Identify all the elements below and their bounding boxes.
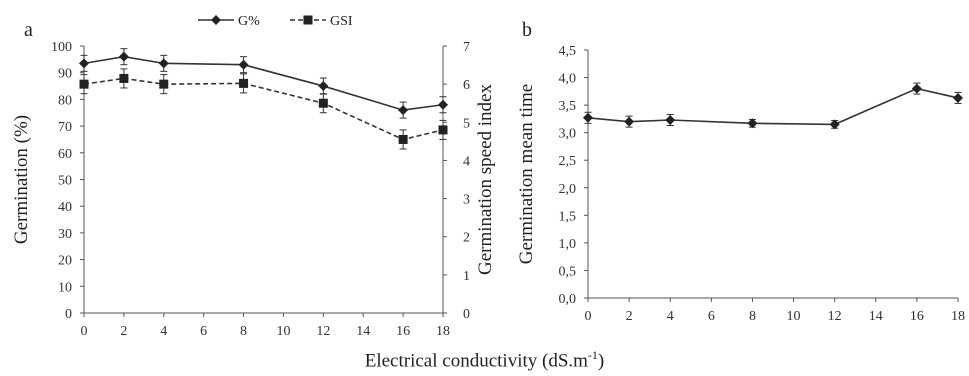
y-tick-label: 50	[58, 174, 72, 189]
data-point-series0	[911, 83, 922, 94]
x-tick-label: 10	[276, 324, 290, 339]
data-point-g	[398, 105, 409, 116]
y-tick-label: 90	[58, 67, 72, 82]
data-point-gsi	[398, 134, 408, 144]
y-tick-label: 3,5	[559, 99, 577, 114]
data-point-series0	[829, 119, 840, 130]
y-tick-label: 0,5	[559, 264, 577, 279]
data-point-series0	[747, 118, 758, 129]
y-tick-label: 0,0	[559, 292, 577, 307]
data-point-gsi	[119, 73, 129, 83]
x-tick-label: 14	[356, 324, 370, 339]
data-point-gsi	[79, 79, 89, 89]
y-tick-label: 4,0	[559, 72, 577, 87]
x-tick-label: 14	[869, 309, 883, 324]
x-tick-label: 8	[749, 309, 756, 324]
y-axis-label: Germination mean time	[516, 84, 537, 264]
data-point-g	[438, 99, 448, 110]
y2-tick-label: 3	[463, 193, 470, 208]
data-point-gsi	[318, 98, 328, 108]
y-tick-label: 60	[58, 147, 72, 162]
series-line-g	[83, 55, 444, 111]
x-axis-label-main: Electrical conductivity (dS.m	[364, 350, 588, 372]
y-tick-label: 100	[51, 40, 72, 55]
legend-marker-g	[211, 15, 221, 25]
x-tick-label: 12	[316, 324, 330, 339]
legend-label-g: G%	[238, 14, 260, 29]
x-tick-label: 0	[585, 309, 592, 324]
x-axis-label-end: )	[597, 350, 605, 372]
y2-tick-label: 1	[463, 269, 470, 284]
y-tick-label: 4,5	[559, 44, 577, 59]
x-tick-label: 16	[396, 324, 410, 339]
y-tick-label: 2,0	[559, 182, 577, 197]
x-tick-label: 4	[667, 309, 674, 324]
y-axis-label: Germination (%)	[11, 115, 32, 244]
panel-label: a	[24, 19, 33, 41]
y-tick-label: 0	[65, 307, 72, 322]
y-tick-label: 30	[58, 227, 72, 242]
panel-label: b	[522, 19, 532, 41]
data-point-gsi	[239, 78, 249, 88]
x-axis-label: Electrical conductivity (dS.m-1)	[0, 348, 969, 372]
x-tick-label: 0	[81, 324, 88, 339]
series-line-gsi	[83, 77, 444, 141]
x-axis-label-superscript: -1	[587, 348, 598, 362]
y-tick-label: 1,5	[559, 209, 577, 224]
y-tick-label: 1,0	[559, 237, 577, 252]
series-line-series0	[587, 87, 959, 126]
y-tick-label: 3,0	[559, 127, 577, 142]
data-point-g	[238, 59, 249, 70]
data-point-gsi	[159, 79, 169, 89]
x-tick-label: 12	[828, 309, 842, 324]
x-tick-label: 2	[626, 309, 633, 324]
y-tick-label: 2,5	[559, 154, 577, 169]
y2-tick-label: 2	[463, 231, 470, 246]
x-tick-label: 6	[200, 324, 207, 339]
y2-tick-label: 7	[463, 40, 470, 55]
x-tick-label: 2	[120, 324, 127, 339]
data-point-g	[79, 58, 89, 69]
data-point-series0	[665, 114, 676, 125]
y2-axis-label: Germination speed index	[475, 84, 496, 276]
y2-tick-label: 4	[463, 154, 470, 169]
x-tick-label: 6	[708, 309, 715, 324]
y2-tick-label: 5	[463, 116, 470, 131]
x-tick-label: 10	[787, 309, 801, 324]
data-point-series0	[953, 92, 963, 103]
y-tick-label: 80	[58, 93, 72, 108]
y-tick-label: 10	[58, 280, 72, 295]
y-tick-label: 20	[58, 254, 72, 269]
data-point-g	[318, 81, 329, 92]
y2-tick-label: 0	[463, 307, 470, 322]
x-tick-label: 18	[436, 324, 450, 339]
x-tick-label: 8	[240, 324, 247, 339]
x-tick-label: 16	[910, 309, 924, 324]
legend-marker-gsi	[303, 15, 313, 25]
y-tick-label: 70	[58, 120, 72, 135]
data-point-series0	[583, 112, 593, 123]
data-point-series0	[624, 116, 635, 127]
data-point-gsi	[438, 125, 448, 135]
x-tick-label: 18	[951, 309, 965, 324]
y-tick-label: 40	[58, 200, 72, 215]
data-point-g	[158, 58, 169, 69]
legend-label-gsi: GSI	[330, 14, 353, 29]
x-tick-label: 4	[160, 324, 167, 339]
y2-tick-label: 6	[463, 78, 470, 93]
data-point-g	[118, 51, 129, 62]
